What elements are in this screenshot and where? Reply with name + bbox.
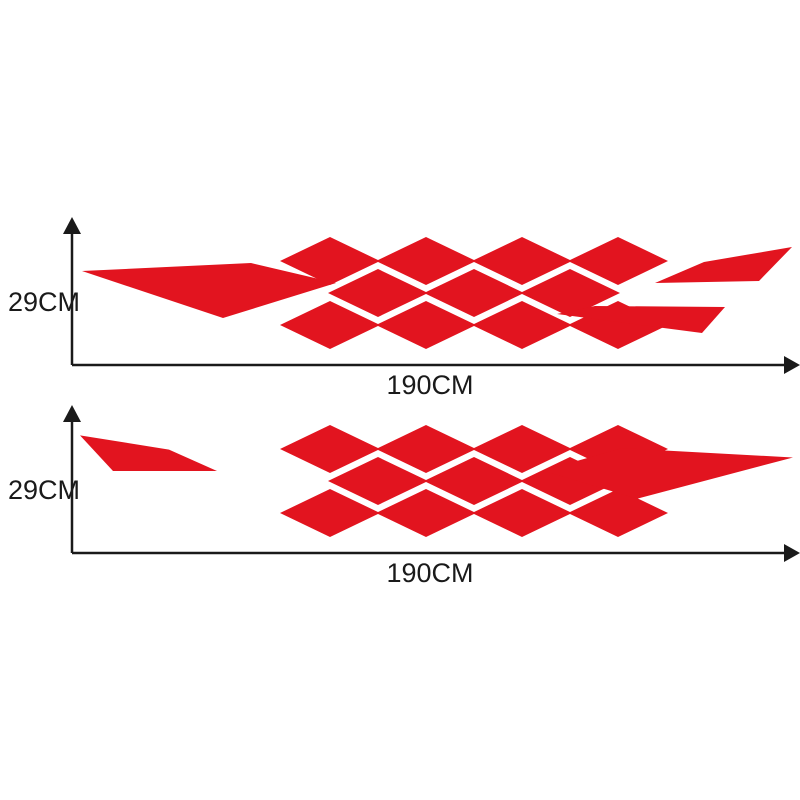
svg-text:190CM: 190CM (386, 370, 473, 400)
svg-text:29CM: 29CM (8, 287, 80, 317)
svg-text:29CM: 29CM (8, 475, 80, 505)
svg-text:190CM: 190CM (386, 558, 473, 588)
